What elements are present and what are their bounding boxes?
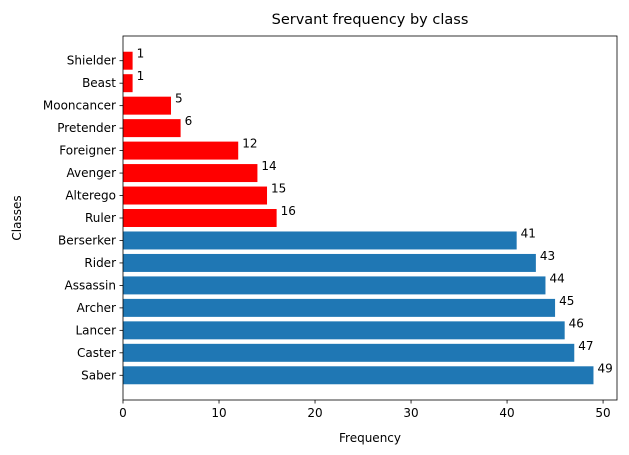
bar-assassin [123, 276, 546, 295]
data-label-caster: 47 [578, 339, 593, 353]
bar-avenger [123, 164, 258, 183]
chart-title: Servant frequency by class [272, 12, 469, 28]
x-tick-label-50: 50 [595, 406, 610, 420]
y-tick-label-foreigner: Foreigner [59, 144, 116, 158]
bars [123, 51, 594, 385]
bar-alterego [123, 186, 268, 205]
data-label-foreigner: 12 [242, 137, 257, 151]
data-label-ruler: 16 [281, 204, 296, 218]
y-tick-label-rider: Rider [84, 256, 116, 270]
y-tick-label-lancer: Lancer [75, 323, 116, 337]
x-tick-label-40: 40 [499, 406, 514, 420]
bar-pretender [123, 119, 181, 138]
data-label-assassin: 44 [549, 271, 564, 285]
data-label-alterego: 15 [271, 182, 286, 196]
data-label-shielder: 1 [137, 47, 145, 61]
data-label-mooncancer: 5 [175, 92, 183, 106]
data-label-avenger: 14 [261, 159, 276, 173]
y-tick-label-saber: Saber [81, 368, 116, 382]
y-tick-label-ruler: Ruler [85, 211, 116, 225]
data-label-pretender: 6 [185, 114, 193, 128]
bar-caster [123, 343, 575, 362]
x-tick-label-30: 30 [403, 406, 418, 420]
data-labels: 49 47 46 45 44 43 41 16 15 14 12 65 1 1 [137, 47, 613, 376]
x-axis: 0 10 20 30 40 50 [119, 400, 611, 420]
y-tick-label-archer: Archer [77, 301, 116, 315]
y-tick-label-pretender: Pretender [57, 121, 116, 135]
bar-archer [123, 298, 556, 317]
data-label-lancer: 46 [569, 316, 584, 330]
y-tick-label-assassin: Assassin [64, 278, 116, 292]
bar-rider [123, 253, 536, 272]
bar-berserker [123, 231, 517, 250]
bar-ruler [123, 209, 277, 227]
bar-shielder [123, 51, 133, 70]
y-tick-label-berserker: Berserker [58, 233, 116, 247]
y-tick-label-shielder: Shielder [67, 54, 116, 68]
bar-foreigner [123, 141, 239, 160]
y-tick-label-caster: Caster [77, 346, 116, 360]
x-axis-title: Frequency [339, 431, 401, 445]
bar-mooncancer [123, 96, 172, 115]
x-tick-label-10: 10 [211, 406, 226, 420]
x-tick-label-20: 20 [307, 406, 322, 420]
data-label-berserker: 41 [521, 226, 536, 240]
y-tick-label-mooncancer: Mooncancer [43, 99, 116, 113]
x-tick-label-0: 0 [119, 406, 127, 420]
bar-saber [123, 366, 594, 385]
plot-frame [122, 35, 618, 401]
data-label-rider: 43 [540, 249, 555, 263]
bar-lancer [123, 321, 565, 340]
y-tick-label-beast: Beast [82, 76, 116, 90]
data-label-beast: 1 [137, 69, 145, 83]
y-tick-label-avenger: Avenger [66, 166, 116, 180]
y-tick-label-alterego: Alterego [65, 189, 116, 203]
data-label-saber: 49 [597, 361, 612, 375]
y-axis: Saber Caster Lancer Archer Assassin Rider Bers… [43, 54, 123, 382]
y-axis-title: Classes [10, 195, 24, 240]
bar-beast [123, 74, 133, 93]
data-label-archer: 45 [559, 294, 574, 308]
